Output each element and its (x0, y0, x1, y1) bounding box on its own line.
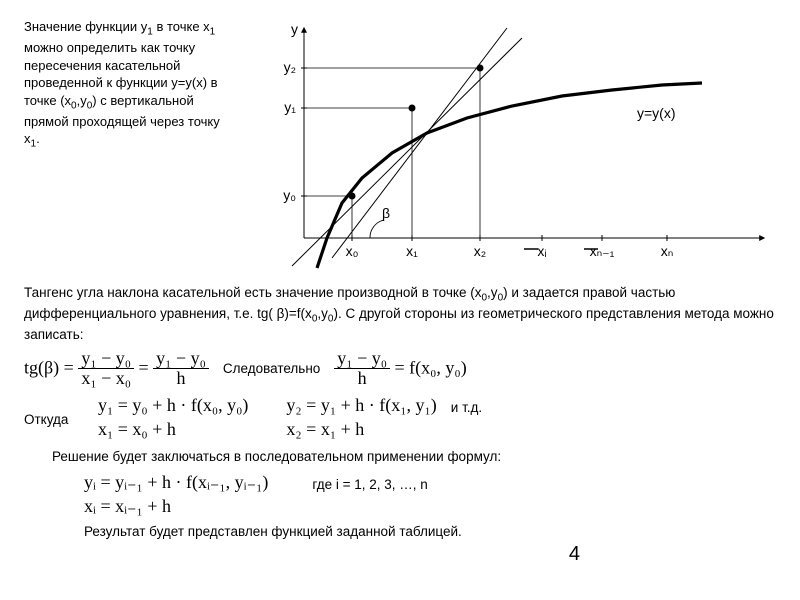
eq-tg-beta: tg(β) = y₁ − y₀x₁ − x₀ = y₁ − y₀h (24, 349, 209, 390)
svg-text:x₀: x₀ (346, 243, 359, 259)
eq-general: yᵢ = yᵢ₋₁ + h · f(xᵢ₋₁, yᵢ₋₁) xᵢ = xᵢ₋₁ … (84, 470, 268, 519)
text-consequently: Следовательно (223, 360, 320, 378)
paragraph-3: Результат будет представлен функцией зад… (84, 523, 776, 541)
euler-method-chart: yxx₀x₁x₂xᵢxₙ₋₁xₙy₀y₁y₂βy=y(x) (242, 18, 776, 278)
text-where-i: где i = 1, 2, 3, …, n (312, 470, 427, 494)
paragraph-1: Тангенс угла наклона касательной есть зн… (24, 284, 776, 345)
svg-text:y: y (291, 21, 298, 37)
eq-step1: y₁ = y₀ + h · f(x₀, y₀) x₁ = x₀ + h (98, 393, 248, 442)
paragraph-2: Решение будет заключаться в последовател… (52, 448, 776, 466)
eq-derivative: y₁ − y₀h = f(x₀, y₀) (334, 349, 466, 390)
text-whence: Откуда (24, 393, 84, 429)
intro-text: Значение функции y1 в точке x1 можно опр… (24, 18, 234, 151)
svg-text:β: β (382, 205, 390, 221)
svg-text:y₀: y₀ (283, 187, 296, 203)
svg-text:y₂: y₂ (284, 59, 296, 75)
svg-text:xᵢ: xᵢ (537, 243, 546, 259)
svg-text:x₂: x₂ (474, 243, 486, 259)
svg-text:y=y(x): y=y(x) (637, 105, 676, 121)
svg-text:x₁: x₁ (406, 243, 418, 259)
text-etc: и т.д. (451, 393, 482, 417)
svg-text:y₁: y₁ (284, 99, 296, 115)
slide-number: 4 (569, 541, 580, 568)
eq-step2: y₂ = y₁ + h · f(x₁, y₁) x₂ = x₁ + h (286, 393, 436, 442)
svg-text:xₙ: xₙ (661, 243, 674, 259)
svg-text:xₙ₋₁: xₙ₋₁ (590, 243, 615, 259)
